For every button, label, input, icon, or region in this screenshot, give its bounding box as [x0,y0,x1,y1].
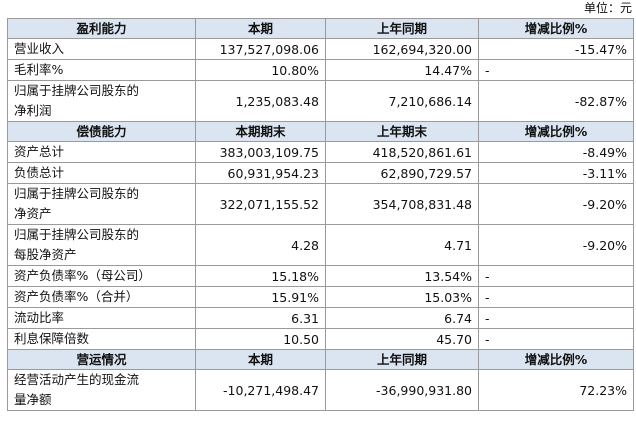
value-cell: -3.11% [478,162,634,184]
label-line: 经营活动产生的现金流 [14,372,140,387]
label-line: 每股净资产 [14,247,77,262]
label-line: 量净额 [14,392,52,407]
row-label: 归属于挂牌公司股东的 每股净资产 [7,224,196,266]
value-cell: -9.20% [478,224,634,266]
label-line: 资产负债率%（母公司） [14,268,151,283]
row-label: 资产负债率%（合并） [7,286,196,308]
row-label: 归属于挂牌公司股东的 净利润 [7,80,196,122]
table-row: 资产负债率%（母公司） 15.18% 13.54% - [7,265,634,287]
value-cell: - [478,286,634,308]
value-cell: 4.28 [195,224,326,266]
value-cell: 45.70 [325,328,479,350]
value-cell: 6.74 [325,307,479,329]
value-cell: 15.18% [195,265,326,287]
value-cell: 15.03% [325,286,479,308]
value-cell: 7,210,686.14 [325,80,479,122]
table-row: 归属于挂牌公司股东的 净利润 1,235,083.48 7,210,686.14 -82… [7,80,634,122]
value-cell: 418,520,861.61 [325,141,479,163]
value-cell: -36,990,931.80 [325,369,479,411]
header-cell: 上年期末 [325,121,479,142]
label-line: 净资产 [14,206,52,221]
label-line: 营业收入 [14,41,65,56]
table-row: 负债总计 60,931,954.23 62,890,729.57 -3.11% [7,162,634,184]
header-cell: 本期 [195,18,326,39]
header-cell: 本期 [195,349,326,370]
table-row: 资产负债率%（合并） 15.91% 15.03% - [7,286,634,308]
header-cell: 盈利能力 [7,18,196,39]
row-label: 营业收入 [7,38,196,60]
label-line: 资产总计 [14,144,65,159]
section-header: 盈利能力 本期 上年同期 增减比例% [7,18,634,39]
value-cell: 62,890,729.57 [325,162,479,184]
header-cell: 上年同期 [325,18,479,39]
row-label: 资产负债率%（母公司） [7,265,196,287]
row-label: 利息保障倍数 [7,328,196,350]
value-cell: 15.91% [195,286,326,308]
value-cell: -9.20% [478,183,634,225]
row-label: 负债总计 [7,162,196,184]
label-line: 归属于挂牌公司股东的 [14,83,140,98]
header-cell: 增减比例% [478,18,634,39]
value-cell: - [478,328,634,350]
table-row: 资产总计 383,003,109.75 418,520,861.61 -8.49% [7,141,634,163]
label-line: 负债总计 [14,165,65,180]
table-row: 归属于挂牌公司股东的 净资产 322,071,155.52 354,708,831.4… [7,183,634,225]
value-cell: 383,003,109.75 [195,141,326,163]
section-header: 营运情况 本期 上年同期 增减比例% [7,349,634,370]
value-cell: - [478,307,634,329]
value-cell: 72.23% [478,369,634,411]
header-cell: 本期期末 [195,121,326,142]
row-label: 归属于挂牌公司股东的 净资产 [7,183,196,225]
header-cell: 增减比例% [478,349,634,370]
table-row: 归属于挂牌公司股东的 每股净资产 4.28 4.71 -9.20% [7,224,634,266]
value-cell: 10.50 [195,328,326,350]
section-header: 偿债能力 本期期末 上年期末 增减比例% [7,121,634,142]
table-row: 经营活动产生的现金流 量净额 -10,271,498.47 -36,990,931.8… [7,369,634,411]
label-line: 毛利率% [14,62,64,77]
value-cell: 322,071,155.52 [195,183,326,225]
value-cell: -10,271,498.47 [195,369,326,411]
value-cell: -8.49% [478,141,634,163]
value-cell: 13.54% [325,265,479,287]
header-cell: 增减比例% [478,121,634,142]
table-row: 毛利率% 10.80% 14.47% - [7,59,634,81]
value-cell: 4.71 [325,224,479,266]
header-cell: 上年同期 [325,349,479,370]
value-cell: 60,931,954.23 [195,162,326,184]
label-line: 归属于挂牌公司股东的 [14,227,140,242]
value-cell: 1,235,083.48 [195,80,326,122]
row-label: 经营活动产生的现金流 量净额 [7,369,196,411]
row-label: 资产总计 [7,141,196,163]
unit-label: 单位：元 [583,1,632,15]
value-cell: - [478,265,634,287]
value-cell: 10.80% [195,59,326,81]
value-cell: 354,708,831.48 [325,183,479,225]
label-line: 资产负债率%（合并） [14,289,139,304]
header-cell: 偿债能力 [7,121,196,142]
value-cell: 6.31 [195,307,326,329]
value-cell: -15.47% [478,38,634,60]
header-cell: 营运情况 [7,349,196,370]
row-label: 毛利率% [7,59,196,81]
label-line: 利息保障倍数 [14,331,90,346]
value-cell: 162,694,320.00 [325,38,479,60]
value-cell: 137,527,098.06 [195,38,326,60]
table-row: 利息保障倍数 10.50 45.70- [7,328,634,350]
label-line: 归属于挂牌公司股东的 [14,186,140,201]
financial-table: 盈利能力 本期 上年同期 增减比例% 营业收入 137,527,098.06 162,694… [7,18,634,411]
value-cell: -82.87% [478,80,634,122]
label-line: 流动比率 [14,310,65,325]
label-line: 净利润 [14,103,52,118]
row-label: 流动比率 [7,307,196,329]
value-cell: 14.47% [325,59,479,81]
value-cell: - [478,59,634,81]
table-row: 流动比率 6.31 6.74- [7,307,634,329]
table-row: 营业收入 137,527,098.06 162,694,320.00 -15.47% [7,38,634,60]
